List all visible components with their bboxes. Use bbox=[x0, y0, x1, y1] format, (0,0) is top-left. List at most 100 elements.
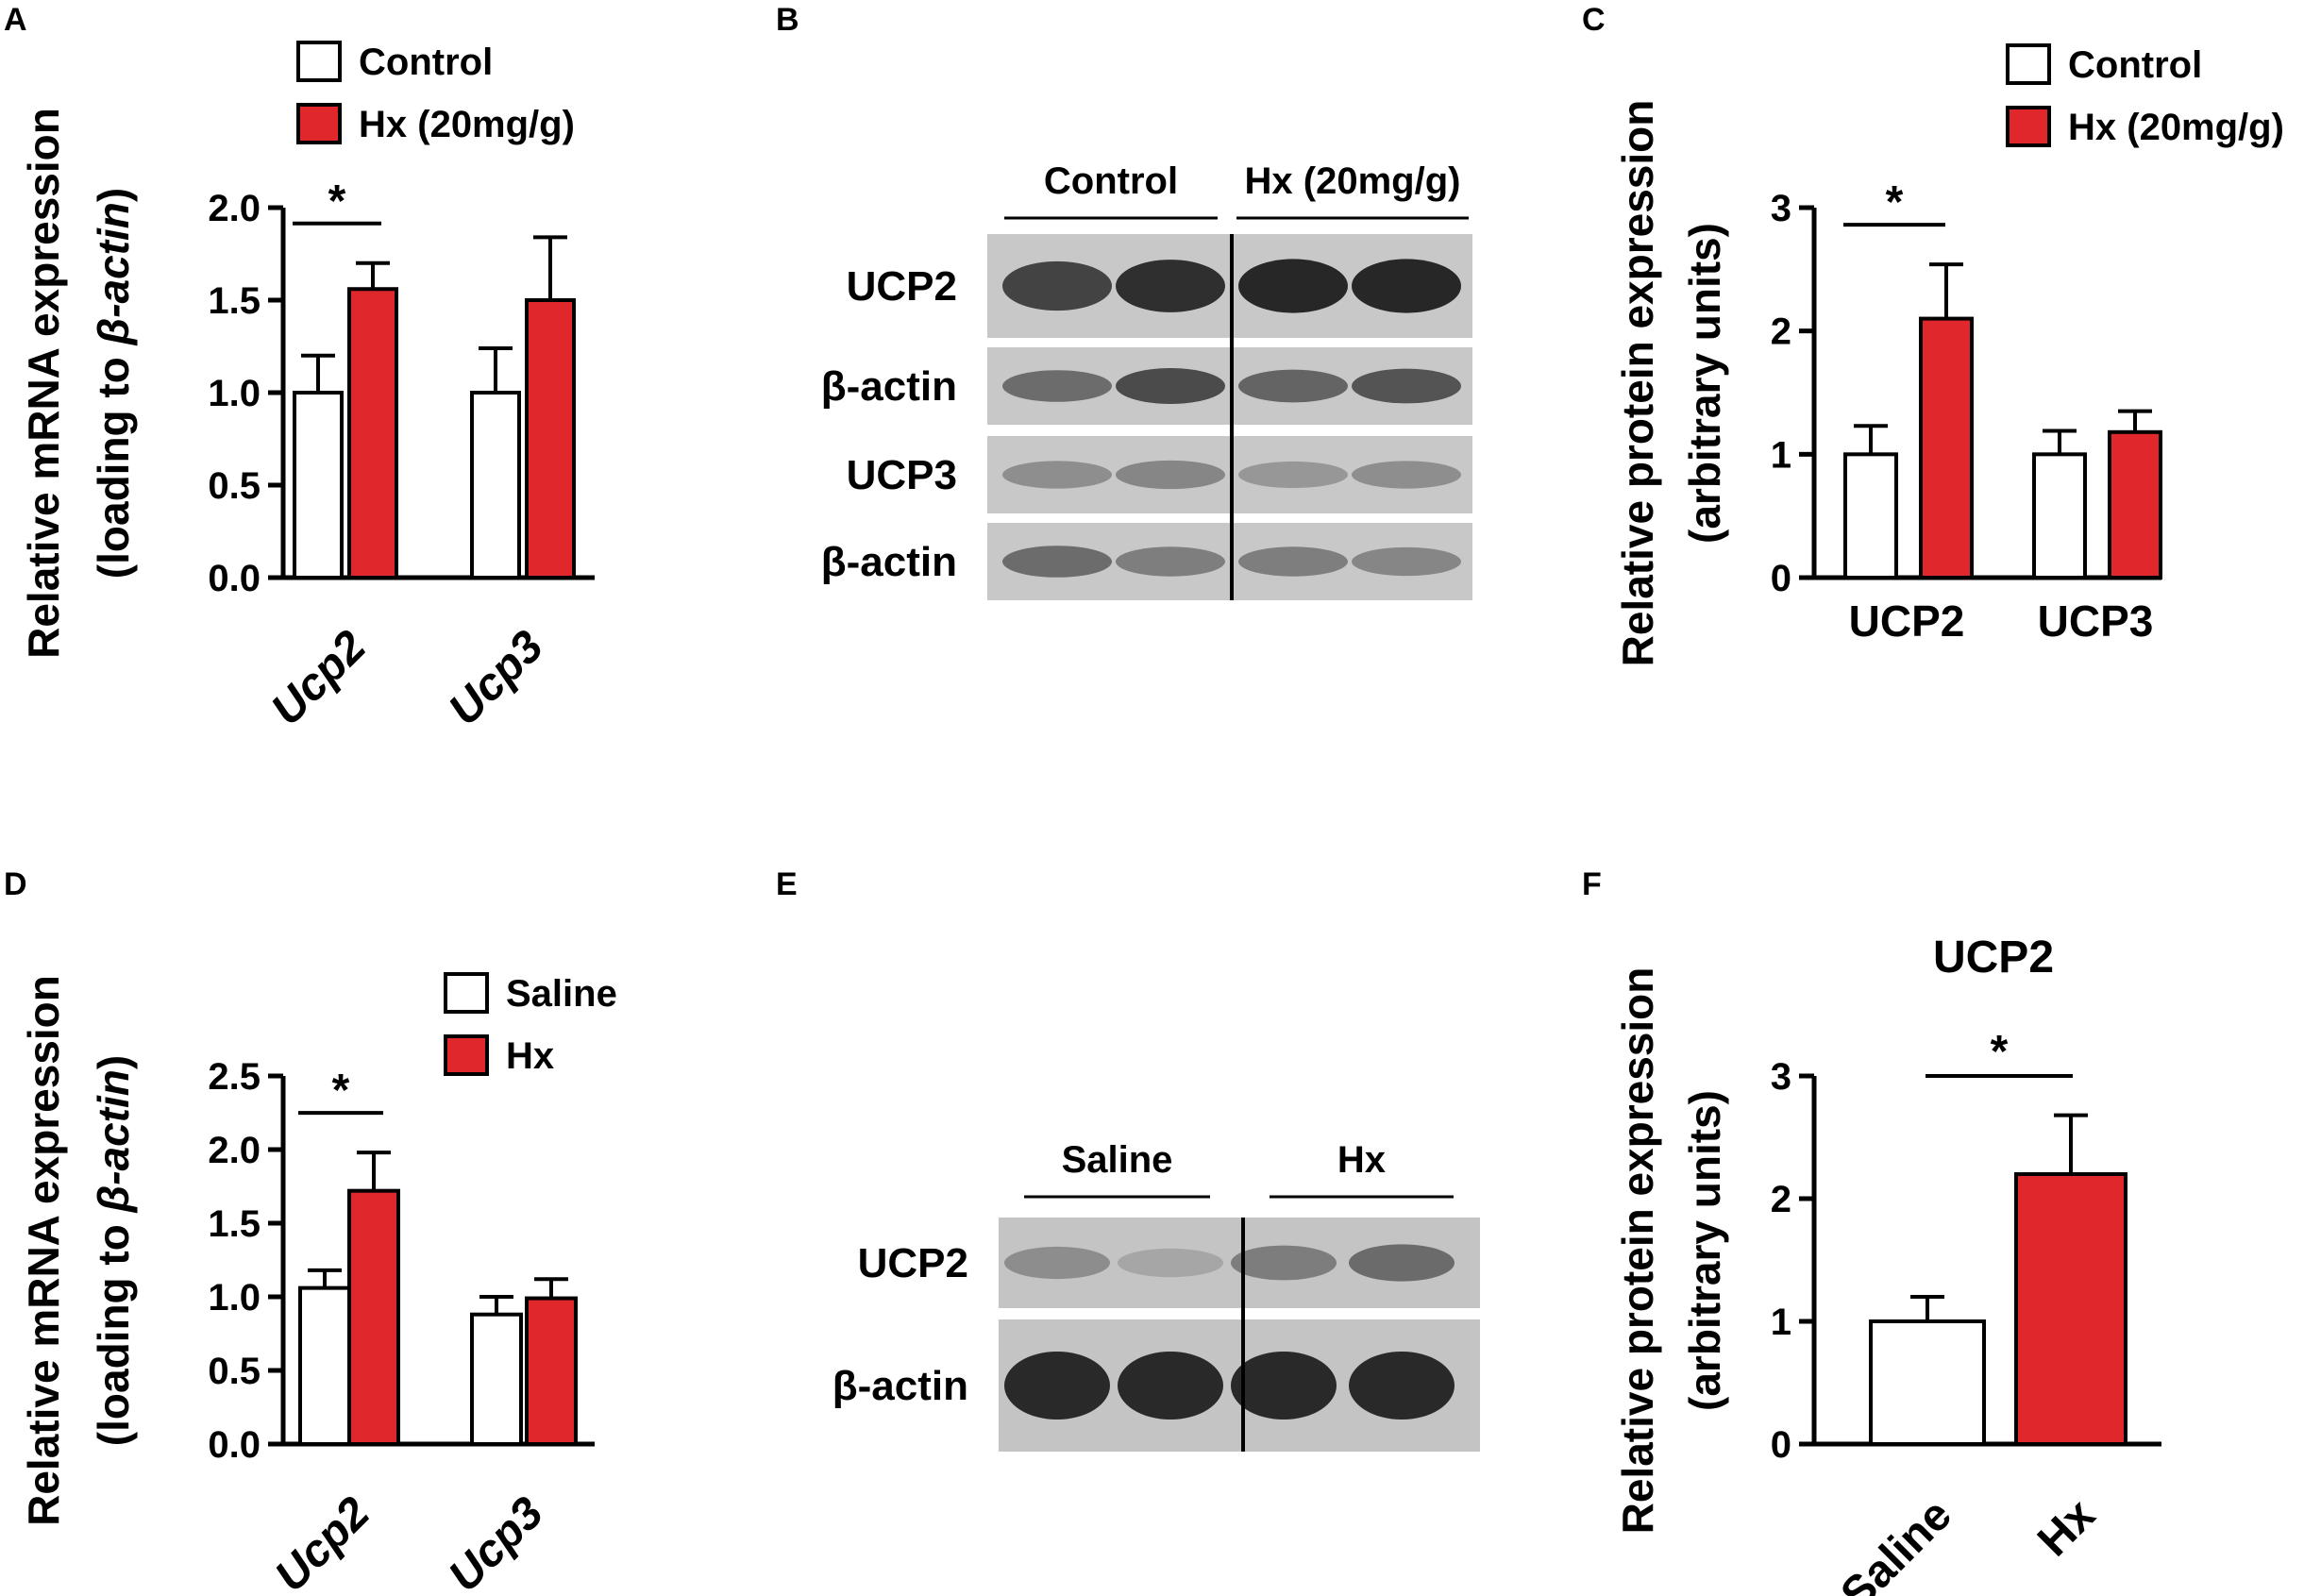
chart-f-x-tick-label: Saline bbox=[1831, 1489, 1960, 1596]
chart-f-ylabel-line2: (arbitrary units) bbox=[1680, 1090, 1729, 1411]
blot-B-band-1-2 bbox=[1238, 369, 1348, 403]
chart-a-bar-treated-0 bbox=[347, 287, 398, 580]
chart-c-y-tick-label: 1 bbox=[1771, 434, 1791, 476]
chart-a-bar-control-0 bbox=[293, 391, 344, 580]
blot-B-band-0-3 bbox=[1352, 259, 1461, 313]
chart-c-y-tick-label: 0 bbox=[1771, 558, 1791, 599]
blot-B-band-0-1 bbox=[1116, 260, 1225, 312]
blot-B-band-2-3 bbox=[1352, 461, 1461, 489]
blot-E-band-0-3 bbox=[1349, 1244, 1455, 1282]
chart-d-ylabel-line2-suffix: ) bbox=[89, 1055, 138, 1069]
chart-c-ylabel-line1: Relative protein expression bbox=[1613, 100, 1662, 667]
chart-c-x-tick-label: UCP2 bbox=[1849, 596, 1965, 646]
chart-f-title: UCP2 bbox=[1933, 932, 2054, 983]
chart-d-bar-control-1 bbox=[470, 1312, 523, 1446]
blot-B-band-0-0 bbox=[1002, 260, 1112, 311]
blot-E-band-1-2 bbox=[1231, 1351, 1337, 1420]
chart-d-significance-star: * bbox=[332, 1066, 350, 1116]
blot-B-band-2-2 bbox=[1238, 461, 1348, 489]
chart-d-bar-treated-0 bbox=[347, 1188, 400, 1447]
chart-d-x-tick-label: Ucp3 bbox=[439, 1487, 553, 1596]
chart-c-legend-label-1: Hx (20mg/g) bbox=[2068, 107, 2284, 148]
chart-c-ylabel-line2: (arbitrary units) bbox=[1680, 223, 1729, 544]
chart-a-x-tick-label: Ucp2 bbox=[261, 621, 376, 735]
chart-a-y-tick-label: 2.0 bbox=[208, 188, 261, 229]
blot-B-band-3-2 bbox=[1238, 546, 1348, 577]
chart-d-x-tick-label: Ucp2 bbox=[265, 1487, 379, 1596]
chart-d-legend-swatch-0 bbox=[444, 972, 489, 1014]
chart-a-bar-treated-1 bbox=[525, 298, 576, 580]
chart-c-legend-swatch-0 bbox=[2006, 43, 2051, 85]
blot-E-band-1-1 bbox=[1118, 1351, 1223, 1420]
chart-d-y-tick-label: 0.5 bbox=[208, 1351, 261, 1392]
chart-d-y-tick-label: 1.0 bbox=[208, 1277, 261, 1319]
blot-B-row-label-2: UCP3 bbox=[847, 452, 957, 498]
chart-f-y-tick-label: 0 bbox=[1771, 1424, 1791, 1466]
chart-d-ylabel-line1: Relative mRNA expression bbox=[19, 975, 68, 1526]
panel-letter-b: B bbox=[776, 2, 799, 38]
blot-E-band-0-0 bbox=[1004, 1246, 1110, 1280]
chart-d-ylabel-line2: (loading to β-actin) bbox=[89, 1055, 138, 1446]
chart-a-y-tick-label: 0.0 bbox=[208, 558, 261, 599]
chart-d-y-tick-label: 0.0 bbox=[208, 1424, 261, 1466]
chart-f-ylabel-line1: Relative protein expression bbox=[1613, 967, 1662, 1535]
blot-B-band-2-0 bbox=[1002, 461, 1112, 489]
chart-f-bar-1 bbox=[2014, 1172, 2127, 1446]
western-blot-panel-e: Saline Hx UCP2 β-actin bbox=[832, 1139, 1480, 1452]
chart-panel-f: 0 1 2 3 Relative protein expression (arbitrar… bbox=[1613, 932, 2161, 1596]
blot-B-band-0-2 bbox=[1238, 259, 1348, 313]
chart-f-x-tick-label: Hx bbox=[2028, 1489, 2105, 1566]
blot-E-band-0-1 bbox=[1118, 1248, 1223, 1278]
blot-B-row-label-3: β-actin bbox=[821, 539, 957, 585]
chart-c-legend-label-0: Control bbox=[2068, 44, 2202, 86]
blot-B-band-3-0 bbox=[1002, 546, 1112, 578]
western-blot-panel-b: Control Hx (20mg/g) UCP2 β-actin UCP3 β-actin bbox=[821, 160, 1472, 600]
chart-a-y-tick-label: 0.5 bbox=[208, 465, 261, 507]
chart-panel-a: 0.0 0.5 1.0 1.5 2.0 Relative mRNA expression (… bbox=[19, 41, 595, 735]
blot-B-row-label-1: β-actin bbox=[821, 363, 957, 410]
chart-a-x-tick-label: Ucp3 bbox=[439, 621, 553, 735]
chart-a-y-tick-label: 1.0 bbox=[208, 373, 261, 414]
chart-a-significance-star: * bbox=[328, 176, 346, 227]
chart-d-y-tick-label: 2.0 bbox=[208, 1130, 261, 1171]
chart-a-y-tick-label: 1.5 bbox=[208, 280, 261, 322]
blot-E-band-1-0 bbox=[1004, 1351, 1110, 1420]
chart-a-ylabel-line1: Relative mRNA expression bbox=[19, 108, 68, 659]
chart-c-bar-control-0 bbox=[1843, 452, 1898, 580]
chart-panel-c: 0 1 2 3 Relative protein expression (arbitrar… bbox=[1613, 43, 2284, 667]
chart-a-ylabel-line2: (loading to β-actin) bbox=[89, 188, 138, 579]
chart-a-legend-label-1: Hx (20mg/g) bbox=[359, 104, 575, 145]
blot-E-row-label-0: UCP2 bbox=[858, 1240, 968, 1286]
blot-E-row-label-1: β-actin bbox=[832, 1363, 968, 1409]
chart-d-bar-control-0 bbox=[298, 1285, 351, 1447]
panel-letter-c: C bbox=[1582, 2, 1606, 38]
chart-c-x-tick-label: UCP3 bbox=[2038, 596, 2154, 646]
chart-f-y-tick-label: 2 bbox=[1771, 1179, 1791, 1220]
blot-B-band-1-0 bbox=[1002, 370, 1112, 402]
chart-c-legend-swatch-1 bbox=[2006, 106, 2051, 147]
chart-a-legend-label-0: Control bbox=[359, 42, 493, 83]
chart-c-bar-treated-0 bbox=[1919, 316, 1974, 580]
chart-a-ylabel-line2-prefix: (loading to bbox=[89, 344, 138, 579]
chart-d-y-tick-label: 2.5 bbox=[208, 1056, 261, 1098]
chart-d-legend-label-1: Hx bbox=[506, 1035, 554, 1077]
panel-letter-d: D bbox=[4, 866, 27, 902]
blot-B-band-3-1 bbox=[1116, 546, 1225, 577]
blot-B-band-1-3 bbox=[1352, 368, 1461, 404]
chart-a-bar-control-1 bbox=[470, 391, 521, 580]
chart-c-bar-treated-1 bbox=[2108, 429, 2162, 580]
chart-d-ylabel-line2-italic: β-actin bbox=[89, 1069, 138, 1213]
chart-d-legend-label-0: Saline bbox=[506, 973, 617, 1015]
chart-f-significance-star: * bbox=[1991, 1027, 2009, 1077]
blot-E-group-label-1: Hx bbox=[1337, 1139, 1386, 1181]
panel-letter-f: F bbox=[1582, 866, 1602, 902]
blot-B-band-1-1 bbox=[1116, 368, 1225, 404]
blot-B-band-2-1 bbox=[1116, 460, 1225, 490]
blot-B-group-label-1: Hx (20mg/g) bbox=[1245, 160, 1461, 202]
chart-d-y-tick-label: 1.5 bbox=[208, 1203, 261, 1245]
blot-E-band-0-2 bbox=[1231, 1245, 1337, 1281]
chart-panel-d: 0.0 0.5 1.0 1.5 2.0 2.5 Relative mRNA expressi… bbox=[19, 972, 617, 1596]
chart-a-ylabel-line2-suffix: ) bbox=[89, 188, 138, 202]
blot-B-row-label-0: UCP2 bbox=[847, 263, 957, 310]
